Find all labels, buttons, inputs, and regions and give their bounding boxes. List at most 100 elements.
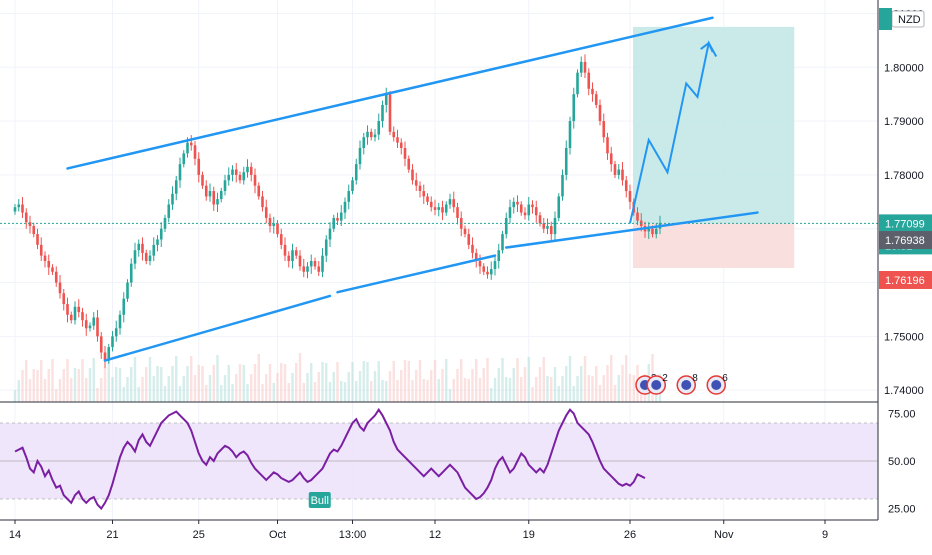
candle-body xyxy=(129,263,133,283)
candle-body xyxy=(433,207,437,210)
rsi-grid xyxy=(0,422,878,500)
volume-bar xyxy=(591,376,594,402)
volume-bar xyxy=(358,371,362,402)
volume-bar xyxy=(28,379,32,402)
candle-body xyxy=(576,72,579,95)
candle-body xyxy=(306,266,309,272)
candle-body xyxy=(411,169,414,181)
volume-bar xyxy=(625,355,628,402)
candle-body xyxy=(137,243,141,251)
volume-bar xyxy=(126,377,129,402)
candle-body xyxy=(377,121,381,135)
candle-body xyxy=(591,88,594,95)
volume-bar xyxy=(448,389,452,402)
volume-bar xyxy=(265,374,268,402)
volume-bar xyxy=(512,368,515,402)
volume-bar xyxy=(133,357,137,402)
candle-body xyxy=(621,169,624,181)
volume-bar xyxy=(610,355,613,402)
candle-body xyxy=(396,137,399,143)
volume-bar xyxy=(351,362,354,402)
volume-bar xyxy=(261,384,264,402)
candle-body xyxy=(99,336,103,353)
low-price-badge: 1.76196 xyxy=(885,275,925,287)
volume-bar xyxy=(100,378,103,402)
volume-bar xyxy=(216,355,219,402)
candle-body xyxy=(647,228,651,232)
price-axis[interactable]: 1.810001.800001.790001.780001.770001.760… xyxy=(877,0,932,520)
volume-bar xyxy=(182,376,185,402)
candle-body xyxy=(441,207,444,213)
candle-body xyxy=(512,201,516,208)
volume-bar xyxy=(456,369,459,402)
candle-body xyxy=(564,147,568,175)
volume-bar xyxy=(62,369,65,402)
volume-bar xyxy=(272,383,275,402)
stop-price-badge: 1.76938 xyxy=(885,235,925,247)
current-price-badge-bg xyxy=(879,214,932,233)
volume-bar xyxy=(205,385,208,402)
time-tick-label: 19 xyxy=(523,529,535,541)
candle-body xyxy=(291,250,294,262)
candle-body xyxy=(309,261,313,267)
volume-bar xyxy=(107,358,110,402)
volume-bar xyxy=(452,379,455,402)
volume-bar xyxy=(613,385,617,402)
candle-body xyxy=(538,215,542,224)
volume-bar xyxy=(201,366,204,402)
candle-body xyxy=(617,169,621,175)
candle-body xyxy=(197,158,201,175)
candle-body xyxy=(531,204,534,208)
time-tick-label: 9 xyxy=(822,529,828,541)
candle-body xyxy=(501,234,504,251)
volume-bar xyxy=(467,379,470,402)
low-price-badge-bg xyxy=(879,270,932,289)
event-flag-icon xyxy=(711,380,722,390)
volume-bar xyxy=(242,365,245,402)
take-profit-zone[interactable] xyxy=(633,26,795,224)
volume-bar xyxy=(328,382,332,402)
candle-body xyxy=(227,174,231,181)
candle-body xyxy=(62,293,66,305)
channel-line-lower-right xyxy=(505,211,759,249)
candle-body xyxy=(407,158,411,170)
time-axis[interactable]: 14 21 25 Oct 13:00 12 19 26 Nov 9 xyxy=(0,519,932,550)
candle-body xyxy=(133,250,137,264)
volume-bar xyxy=(576,376,579,402)
candle-body xyxy=(444,204,448,213)
channel-lines[interactable] xyxy=(66,16,759,362)
time-tick-label: 21 xyxy=(106,529,118,541)
candle-body xyxy=(598,104,602,122)
volume-bar xyxy=(287,383,290,402)
volume-bar xyxy=(535,377,538,402)
rsi-tick-label: 25.00 xyxy=(888,504,916,516)
candle-body xyxy=(426,196,429,202)
candle-body xyxy=(268,217,272,227)
candle-body xyxy=(516,201,519,205)
volume-bar xyxy=(621,365,624,402)
candle-body xyxy=(579,61,583,73)
volume-bar xyxy=(587,375,590,402)
candle-body xyxy=(54,271,58,283)
event-icons[interactable]: 2286 xyxy=(635,373,728,395)
volume-bar xyxy=(103,368,107,402)
volume-bar xyxy=(122,387,125,402)
candle-body xyxy=(47,261,51,268)
volume-bar xyxy=(568,356,572,402)
volume-bar xyxy=(437,379,440,402)
candle-body xyxy=(111,336,114,348)
volume-bar xyxy=(516,358,519,402)
volume-bar xyxy=(628,374,632,402)
candle-body xyxy=(257,185,261,197)
volume-bar xyxy=(276,373,279,402)
volume-bar xyxy=(572,386,575,402)
candle-body xyxy=(81,312,84,321)
candle-body xyxy=(159,228,163,240)
volume-bar xyxy=(250,374,253,402)
volume-bar xyxy=(156,366,159,402)
candle-body xyxy=(238,174,242,181)
volume-bar xyxy=(403,360,407,402)
candle-body xyxy=(474,252,478,262)
volume-bar xyxy=(463,378,467,402)
